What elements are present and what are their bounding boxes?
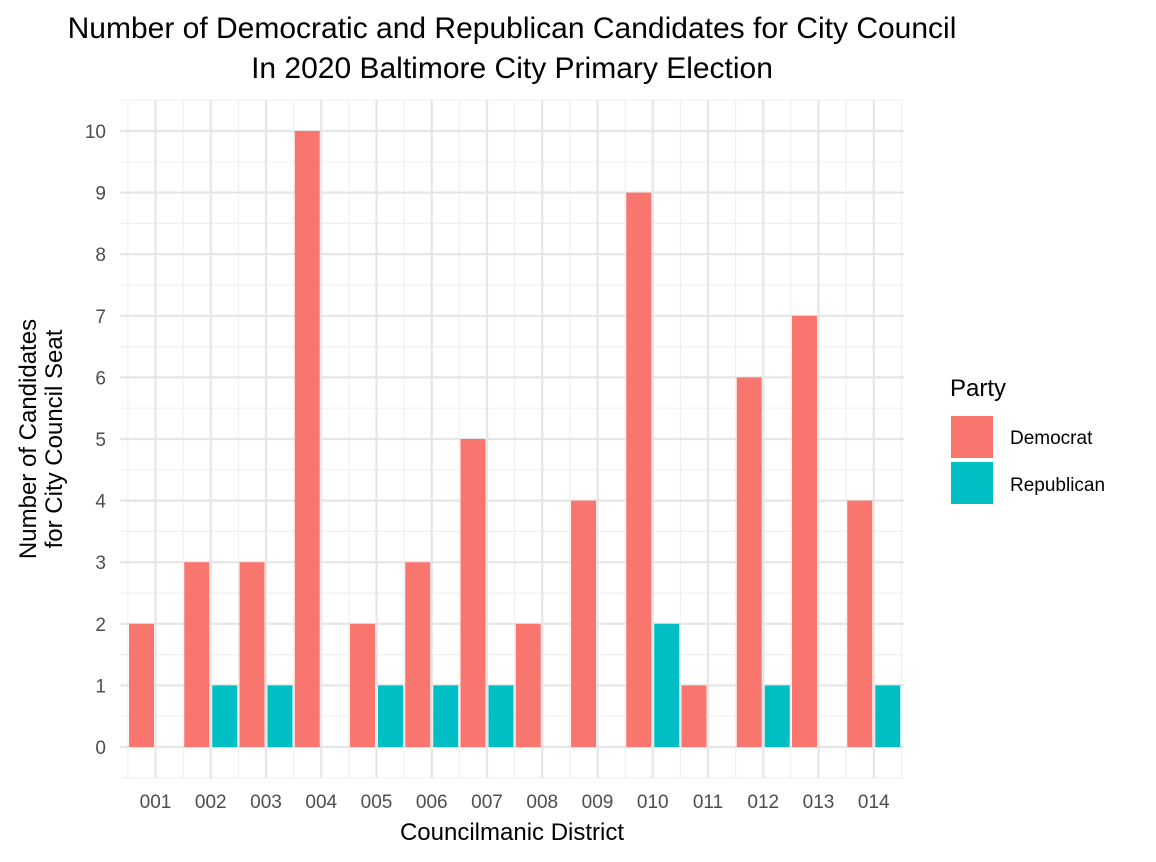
x-tick-label: 008 [526, 792, 558, 813]
legend-swatch-republican [951, 462, 993, 504]
bar-democrat-003 [239, 562, 265, 747]
bar-republican-007 [488, 685, 514, 747]
y-tick-label: 0 [95, 738, 106, 759]
x-tick-label: 003 [250, 792, 282, 813]
bar-democrat-013 [792, 315, 817, 747]
x-tick-label: 007 [471, 792, 503, 813]
bar-democrat-014 [847, 500, 873, 747]
bar-democrat-004 [294, 131, 320, 747]
y-tick-label: 5 [95, 430, 106, 451]
x-tick-label: 011 [693, 792, 723, 813]
y-tick-label: 6 [95, 368, 106, 389]
bar-republican-012 [764, 685, 790, 747]
bar-republican-010 [654, 623, 680, 747]
y-tick-label: 4 [95, 492, 106, 513]
bar-democrat-011 [681, 685, 707, 747]
x-tick-label: 013 [803, 792, 835, 813]
bar-republican-002 [212, 685, 238, 747]
x-axis-title: Councilmanic District [400, 819, 624, 846]
x-tick-label: 005 [361, 792, 393, 813]
bar-democrat-010 [626, 192, 652, 748]
bar-democrat-008 [515, 623, 541, 747]
x-tick-label: 009 [582, 792, 614, 813]
y-tick-label: 2 [95, 615, 106, 636]
y-tick-label: 8 [95, 245, 106, 266]
bar-republican-006 [433, 685, 459, 747]
y-axis-title-line-2: for City Council Seat [41, 329, 68, 548]
x-tick-label: 006 [416, 792, 448, 813]
y-tick-label: 3 [95, 553, 106, 574]
bar-republican-005 [378, 685, 403, 747]
x-axis-ticks: 001 002 003 004 005 006 007 008 009 010 011 012 013 0… [140, 792, 890, 813]
x-tick-label: 001 [140, 792, 172, 813]
bar-democrat-007 [460, 439, 486, 747]
bar-republican-003 [267, 685, 293, 747]
bar-democrat-006 [405, 562, 431, 747]
y-tick-label: 9 [95, 184, 106, 205]
x-tick-label: 010 [637, 792, 669, 813]
bar-democrat-012 [736, 377, 762, 747]
y-tick-label: 10 [85, 122, 106, 143]
bar-democrat-005 [350, 623, 375, 747]
y-axis-title: Number of Candidates for City Council Se… [15, 319, 68, 559]
y-tick-label: 1 [95, 676, 106, 697]
bars [129, 131, 901, 748]
x-tick-label: 012 [747, 792, 779, 813]
bar-democrat-002 [184, 562, 210, 747]
legend-title: Party [950, 375, 1006, 402]
bar-democrat-001 [129, 623, 154, 747]
legend-label-democrat: Democrat [1010, 428, 1093, 449]
bar-democrat-009 [571, 500, 596, 747]
x-tick-label: 014 [858, 792, 890, 813]
chart-title-line-1: Number of Democratic and Republican Cand… [68, 12, 957, 45]
x-tick-label: 002 [195, 792, 227, 813]
legend-swatch-democrat [951, 416, 993, 458]
y-tick-label: 7 [95, 307, 106, 328]
legend-label-republican: Republican [1010, 475, 1105, 496]
legend: Party Democrat Republican [950, 375, 1105, 504]
chart-title-line-2: In 2020 Baltimore City Primary Election [251, 52, 773, 85]
y-axis-ticks: 0 1 2 3 4 5 6 7 8 9 10 [85, 122, 107, 759]
bar-republican-014 [875, 685, 901, 747]
grid [120, 99, 904, 779]
x-tick-label: 004 [305, 792, 337, 813]
y-axis-title-line-1: Number of Candidates [15, 319, 42, 559]
